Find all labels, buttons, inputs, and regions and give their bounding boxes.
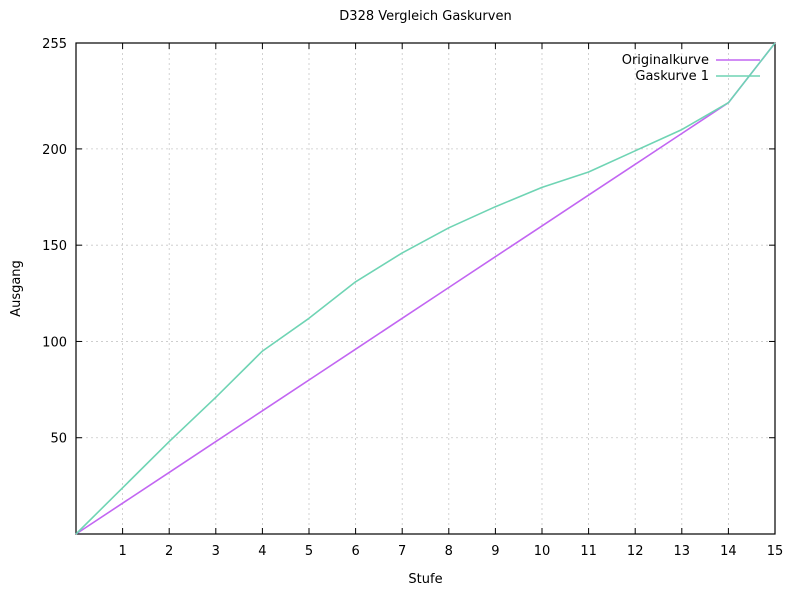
x-tick-label: 7 [398,544,406,559]
x-tick-label: 5 [305,544,313,559]
chart-title: D328 Vergleich Gaskurven [339,9,511,24]
series-line [75,42,776,535]
x-tick-label: 9 [491,544,499,559]
y-tick-label: 150 [42,239,67,254]
x-tick-label: 11 [580,544,597,559]
legend-label: Gaskurve 1 [635,69,709,84]
x-axis-title: Stufe [408,572,442,587]
y-tick-label: 255 [42,37,67,52]
y-tick-label: 100 [42,335,67,350]
x-tick-label: 12 [627,544,644,559]
x-tick-label: 2 [165,544,173,559]
series-line [75,42,776,535]
x-tick-label: 4 [258,544,266,559]
legend-label: Originalkurve [622,53,709,68]
x-tick-label: 13 [674,544,691,559]
y-tick-label: 50 [50,432,67,447]
y-tick-label: 200 [42,143,67,158]
series-layer [75,42,776,535]
grid [76,43,775,534]
y-axis-title: Ausgang [9,260,24,317]
x-tick-label: 14 [720,544,737,559]
x-tick-label: 3 [212,544,220,559]
x-tick-label: 6 [351,544,359,559]
x-tick-label: 10 [534,544,551,559]
plot-frame [75,42,776,535]
x-tick-label: 1 [118,544,126,559]
x-tick-label: 8 [445,544,453,559]
x-tick-label: 15 [767,544,784,559]
